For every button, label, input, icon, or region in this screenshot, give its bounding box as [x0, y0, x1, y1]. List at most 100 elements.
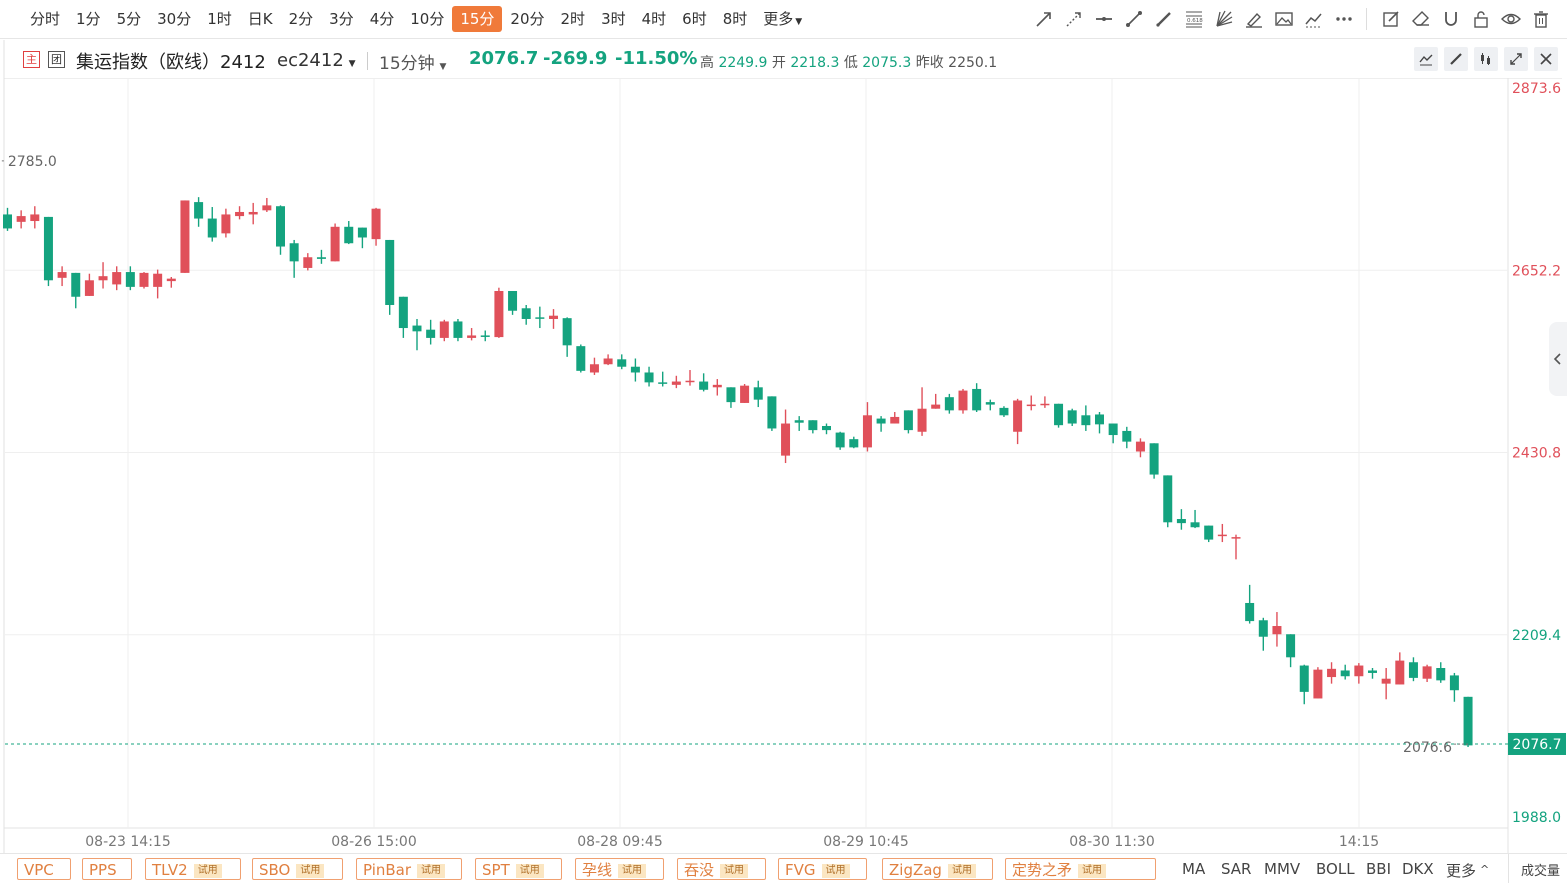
indicator-button[interactable]: 孕线 试用	[575, 858, 664, 880]
candle	[972, 383, 982, 412]
candle-body	[1245, 602, 1255, 622]
period-tab-label: 20分	[510, 10, 545, 28]
candle-body	[671, 381, 681, 385]
period-tab[interactable]: 10分	[402, 6, 452, 32]
instrument-code-select[interactable]: ec2412 ▼	[277, 50, 356, 71]
period-tab[interactable]: 4时	[634, 6, 675, 32]
period-tab[interactable]: 4分	[362, 6, 403, 32]
indicator-button[interactable]: TLV2 试用	[145, 858, 241, 880]
period-tab[interactable]: 3分	[321, 6, 362, 32]
fan-icon[interactable]	[1212, 7, 1236, 31]
period-tab[interactable]: 分时	[22, 6, 68, 32]
indicator-button[interactable]: PPS	[82, 858, 132, 880]
period-tabs: 分时 1分 5分 30分 1时 日K 2分 3分 4分 10分 15分 20分 2时 3时 4时 6时 8时 更多…	[22, 6, 810, 32]
candle	[1190, 509, 1200, 529]
candle-body	[999, 407, 1009, 416]
horizontal-line-icon[interactable]	[1092, 7, 1116, 31]
period-tab[interactable]: 3时	[593, 6, 634, 32]
segment-icon[interactable]	[1122, 7, 1146, 31]
indicator-button[interactable]: VPC	[17, 858, 71, 880]
period-tab[interactable]: 2时	[553, 6, 594, 32]
period-tab[interactable]: 2分	[281, 6, 322, 32]
chart-type-icon[interactable]	[1414, 47, 1438, 71]
instrument-title: 集运指数（欧线）2412	[76, 52, 266, 73]
candle-body	[644, 372, 654, 383]
price-tick-label: 1988.0	[1512, 810, 1561, 826]
last-price-tag-label: 2076.7	[1513, 737, 1562, 753]
period-tab[interactable]: 更多 ▼	[755, 6, 810, 32]
main-indicator-tab[interactable]: SAR	[1221, 860, 1252, 878]
candle	[549, 309, 558, 329]
period-tab[interactable]: 6时	[674, 6, 715, 32]
drawing-tools: 0.618	[1026, 7, 1553, 31]
lock-icon[interactable]	[1469, 7, 1493, 31]
trial-badge: 试用	[417, 864, 446, 878]
more-dots-icon[interactable]	[1332, 7, 1356, 31]
expand-icon[interactable]	[1504, 47, 1528, 71]
side-panel-toggle[interactable]	[1549, 322, 1567, 396]
main-indicator-tab[interactable]: BBI	[1366, 860, 1392, 878]
candle-body	[357, 227, 367, 238]
indicator-button[interactable]: SBO 试用	[252, 858, 343, 880]
period-tab-label: 8时	[722, 10, 748, 28]
highlighter-icon[interactable]	[1242, 7, 1266, 31]
candle	[1054, 403, 1064, 428]
period-tab[interactable]: 8时	[715, 6, 756, 32]
candle	[1381, 668, 1391, 700]
indicator-button[interactable]: ZigZag 试用	[882, 858, 993, 880]
candle-body	[1231, 537, 1241, 539]
indicator-button[interactable]: SPT 试用	[475, 858, 562, 880]
time-tick-label: 08-30 11:30	[1069, 834, 1154, 850]
candle-body	[1067, 410, 1077, 424]
main-indicator-tab[interactable]: BOLL	[1316, 860, 1355, 878]
image-icon[interactable]	[1272, 7, 1296, 31]
dashed-arrow-icon[interactable]	[1062, 7, 1086, 31]
indicator-button[interactable]: PinBar 试用	[356, 858, 462, 880]
ray-line-icon[interactable]	[1032, 7, 1056, 31]
period-select[interactable]: 15分钟 ▼	[379, 49, 446, 74]
period-tab[interactable]: 1分	[68, 6, 109, 32]
edit-icon[interactable]	[1379, 7, 1403, 31]
period-tab[interactable]: 1时	[199, 6, 240, 32]
indicator-button[interactable]: 定势之矛 试用	[1005, 858, 1156, 880]
candle	[1245, 584, 1255, 624]
main-indicator-tab[interactable]: DKX	[1402, 860, 1434, 878]
candle-body	[658, 382, 668, 384]
period-tab[interactable]: 5分	[109, 6, 150, 32]
indicator-name: ZigZag	[889, 861, 942, 879]
candle-body	[344, 226, 354, 244]
draw-pen-icon[interactable]	[1444, 47, 1468, 71]
period-tab[interactable]: 日K	[240, 6, 281, 32]
period-tab[interactable]: 15分	[452, 6, 503, 32]
candle	[1108, 423, 1118, 444]
pen-icon[interactable]	[1152, 7, 1176, 31]
trend-icon[interactable]	[1302, 7, 1326, 31]
svg-text:0.618: 0.618	[1187, 18, 1203, 24]
candle-style-icon[interactable]	[1474, 47, 1498, 71]
volume-tab[interactable]: 成交量	[1521, 864, 1561, 879]
indicator-button[interactable]: 吞没 试用	[677, 858, 766, 880]
fibonacci-icon[interactable]: 0.618	[1182, 7, 1206, 31]
period-tab[interactable]: 30分	[149, 6, 199, 32]
candlestick-chart[interactable]: 2873.6 2652.2 2430.8 2209.4 1988.0 08-23 14:1…	[0, 0, 1567, 853]
trial-badge: 试用	[618, 864, 647, 878]
candle-body	[521, 308, 531, 319]
main-indicator-tab[interactable]: 更多	[1446, 862, 1477, 880]
main-indicator-tab[interactable]: MMV	[1264, 860, 1301, 878]
candle	[3, 207, 12, 231]
main-indicator-tab[interactable]: MA	[1182, 860, 1206, 878]
eraser-icon[interactable]	[1409, 7, 1433, 31]
candle-body	[781, 423, 791, 456]
candle	[139, 272, 149, 289]
candle	[166, 277, 176, 288]
close-icon[interactable]	[1534, 47, 1558, 71]
magnet-icon[interactable]	[1439, 7, 1463, 31]
candle	[207, 207, 217, 242]
period-tab[interactable]: 20分	[502, 6, 552, 32]
candle	[412, 318, 422, 351]
trash-icon[interactable]	[1529, 7, 1553, 31]
candle-body	[903, 410, 913, 431]
candle	[1135, 438, 1145, 458]
indicator-button[interactable]: FVG 试用	[778, 858, 867, 880]
eye-icon[interactable]	[1499, 7, 1523, 31]
